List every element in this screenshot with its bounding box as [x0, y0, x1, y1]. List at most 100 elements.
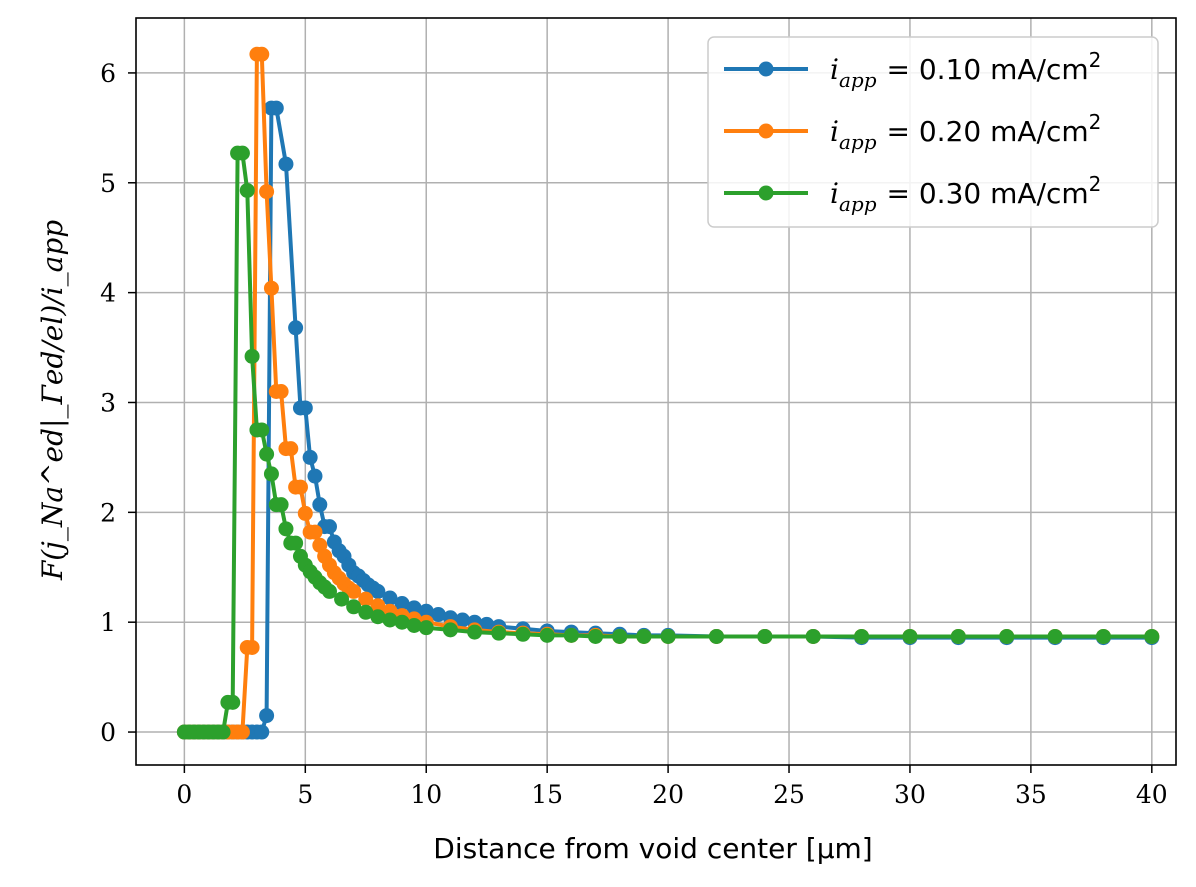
x-tick-label: 10	[410, 780, 442, 809]
legend-value: = 0.30 mA/cm	[887, 177, 1089, 210]
data-point	[1095, 628, 1111, 644]
data-point	[612, 628, 628, 644]
legend-entry: iapp = 0.20 mA/cm2	[724, 110, 1101, 154]
data-point	[854, 628, 870, 644]
legend-value: = 0.10 mA/cm	[887, 53, 1089, 86]
data-point	[382, 612, 398, 628]
data-point	[382, 590, 398, 606]
x-tick-label: 30	[894, 780, 926, 809]
data-point	[515, 626, 531, 642]
legend-swatch-marker	[758, 185, 774, 201]
data-point	[660, 628, 676, 644]
data-point	[273, 497, 289, 513]
data-point	[254, 724, 270, 740]
data-point	[757, 628, 773, 644]
data-point	[297, 505, 313, 521]
data-point	[259, 184, 275, 200]
data-point	[254, 46, 270, 62]
data-point	[358, 604, 374, 620]
data-point	[215, 724, 231, 740]
data-point	[370, 609, 386, 625]
data-point	[491, 625, 507, 641]
data-point	[292, 479, 308, 495]
y-tick-label: 1	[100, 608, 116, 637]
data-point	[244, 639, 260, 655]
legend-superscript: 2	[1089, 172, 1102, 196]
y-tick-label: 4	[100, 279, 116, 308]
x-tick-label: 5	[297, 780, 313, 809]
data-point	[225, 694, 241, 710]
data-point	[455, 612, 471, 628]
y-tick-label: 6	[100, 59, 116, 88]
legend-box	[707, 36, 1159, 228]
legend-subscript: app	[839, 68, 877, 92]
data-point	[263, 466, 279, 482]
data-point	[708, 628, 724, 644]
data-point	[259, 708, 275, 724]
data-point	[418, 603, 434, 619]
data-point	[234, 724, 250, 740]
legend-var: i	[830, 115, 839, 148]
legend-var: i	[830, 177, 839, 210]
data-point	[278, 521, 294, 537]
data-point	[307, 468, 323, 484]
legend-subscript: app	[839, 130, 877, 154]
data-point	[370, 583, 386, 599]
x-tick-label: 0	[176, 780, 192, 809]
y-tick-label: 5	[100, 169, 116, 198]
data-point	[805, 628, 821, 644]
data-point	[346, 583, 362, 599]
data-point	[418, 620, 434, 636]
axis-ticks: 0 5 10 15 20 25 30 35 40 0 1 2 3 4 5 6	[100, 59, 1168, 809]
x-tick-label: 20	[652, 780, 684, 809]
data-point	[234, 145, 250, 161]
data-point	[307, 524, 323, 540]
data-point	[278, 156, 294, 172]
data-point	[1047, 628, 1063, 644]
data-point	[239, 182, 255, 198]
data-point	[321, 583, 337, 599]
data-point	[273, 384, 289, 399]
data-point	[321, 519, 337, 535]
legend-superscript: 2	[1089, 110, 1102, 134]
series-3	[176, 145, 1160, 740]
data-point	[297, 400, 313, 416]
data-point	[430, 607, 446, 623]
legend-swatch-marker	[758, 123, 774, 139]
data-point	[254, 422, 270, 438]
legend-subscript: app	[839, 192, 877, 216]
data-point	[259, 446, 275, 462]
y-axis-label: F(j_Na^ed|_Γed/el)/i_app	[36, 220, 69, 581]
data-point	[999, 628, 1015, 644]
y-tick-label: 3	[100, 388, 116, 417]
x-tick-label: 15	[531, 780, 563, 809]
x-tick-label: 40	[1136, 780, 1168, 809]
legend-label: iapp = 0.30 mA/cm2	[830, 172, 1101, 216]
legend-superscript: 2	[1089, 48, 1102, 72]
data-point	[334, 591, 350, 607]
data-point	[263, 280, 279, 296]
x-tick-label: 25	[773, 780, 805, 809]
legend-var: i	[830, 53, 839, 86]
legend-value: = 0.20 mA/cm	[887, 115, 1089, 148]
data-point	[636, 628, 652, 644]
data-point	[950, 628, 966, 644]
data-point	[288, 320, 304, 336]
data-point	[902, 628, 918, 644]
data-point	[288, 535, 304, 551]
series-group	[176, 46, 1160, 740]
y-tick-label: 0	[100, 718, 116, 747]
legend-label: iapp = 0.20 mA/cm2	[830, 110, 1101, 154]
y-tick-label: 2	[100, 498, 116, 527]
data-point	[394, 614, 410, 630]
data-point	[1144, 628, 1160, 644]
x-axis-label: Distance from void center [μm]	[433, 832, 872, 865]
data-point	[268, 100, 284, 116]
y-axis-label-text: F(j_Na^ed|_Γed/el)/i_app	[36, 220, 69, 581]
data-point	[346, 599, 362, 615]
data-point	[283, 441, 299, 457]
legend-entry: iapp = 0.30 mA/cm2	[724, 172, 1101, 216]
data-point	[244, 348, 260, 364]
